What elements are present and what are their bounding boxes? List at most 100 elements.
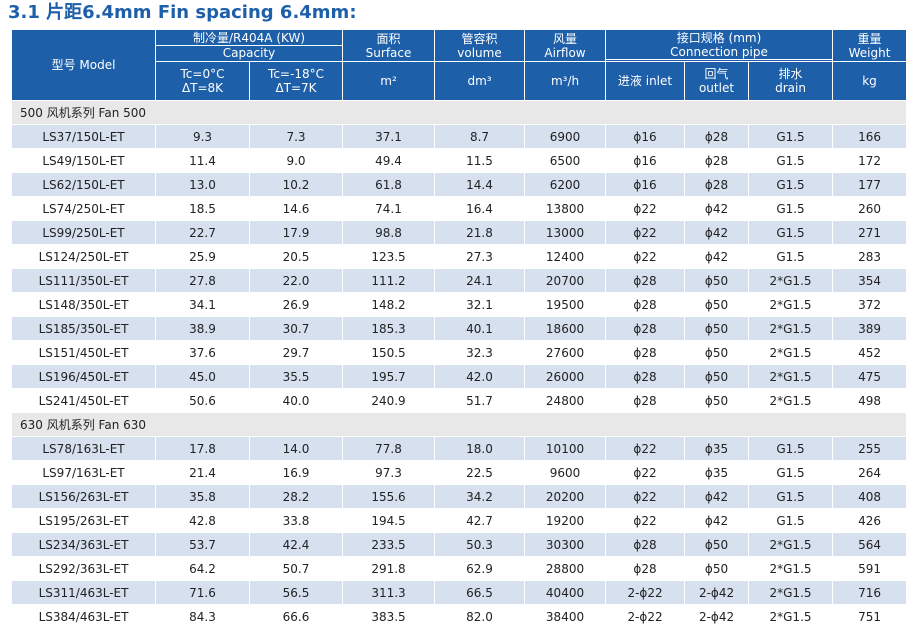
table-row: LS74/250L-ET 18.5 14.6 74.1 16.4 13800 ϕ22 ϕ42 G…: [11, 196, 908, 221]
cell-volume: 8.7: [434, 124, 526, 149]
cell-volume: 32.1: [434, 292, 526, 317]
header-volume-en: volume: [457, 45, 502, 60]
cell-weight: 564: [832, 532, 908, 557]
cell-surface: 240.9: [342, 388, 436, 413]
table-row: LS49/150L-ET 11.4 9.0 49.4 11.5 6500 ϕ16 ϕ28 G1.…: [11, 148, 908, 173]
cell-capacity-tc0: 22.7: [155, 220, 250, 245]
cell-outlet: ϕ35: [684, 436, 750, 461]
header-outlet-cn: 回气: [704, 67, 729, 81]
cell-inlet: ϕ28: [605, 292, 686, 317]
table-row: LS292/363L-ET 64.2 50.7 291.8 62.9 28800 ϕ28 ϕ5…: [11, 556, 908, 581]
cell-drain: G1.5: [748, 508, 834, 533]
cell-drain: G1.5: [748, 244, 834, 269]
cell-capacity-tc0: 84.3: [155, 604, 250, 629]
cell-volume: 32.3: [434, 340, 526, 365]
cell-inlet: ϕ22: [605, 484, 686, 509]
cell-capacity-tc0: 27.8: [155, 268, 250, 293]
cell-outlet: ϕ42: [684, 196, 750, 221]
table-row: LS124/250L-ET 25.9 20.5 123.5 27.3 12400 ϕ22 ϕ4…: [11, 244, 908, 269]
cell-airflow: 9600: [524, 460, 607, 485]
cell-capacity-tc0: 13.0: [155, 172, 250, 197]
cell-weight: 389: [832, 316, 908, 341]
cell-inlet: 2-ϕ22: [605, 580, 686, 605]
cell-weight: 498: [832, 388, 908, 413]
cell-volume: 42.7: [434, 508, 526, 533]
cell-drain: G1.5: [748, 172, 834, 197]
cell-surface: 150.5: [342, 340, 436, 365]
cell-surface: 74.1: [342, 196, 436, 221]
header-tc18: Tc=-18°C ΔT=7K: [248, 61, 344, 101]
cell-weight: 260: [832, 196, 908, 221]
cell-volume: 62.9: [434, 556, 526, 581]
cell-weight: 716: [832, 580, 908, 605]
cell-inlet: ϕ22: [605, 460, 686, 485]
cell-airflow: 27600: [524, 340, 607, 365]
cell-outlet: ϕ50: [684, 268, 750, 293]
cell-capacity-tc0: 37.6: [155, 340, 250, 365]
cell-model: LS49/150L-ET: [11, 148, 156, 173]
cell-airflow: 38400: [524, 604, 607, 629]
cell-weight: 408: [832, 484, 908, 509]
cell-capacity-tc18: 56.5: [248, 580, 344, 605]
table-row: LS148/350L-ET 34.1 26.9 148.2 32.1 19500 ϕ28 ϕ5…: [11, 292, 908, 317]
cell-capacity-tc18: 14.0: [248, 436, 344, 461]
cell-airflow: 18600: [524, 316, 607, 341]
table-row: LS311/463L-ET 71.6 56.5 311.3 66.5 40400 2-ϕ22…: [11, 580, 908, 605]
cell-airflow: 40400: [524, 580, 607, 605]
cell-outlet: ϕ50: [684, 388, 750, 413]
cell-surface: 123.5: [342, 244, 436, 269]
cell-capacity-tc0: 34.1: [155, 292, 250, 317]
cell-surface: 194.5: [342, 508, 436, 533]
cell-drain: 2*G1.5: [748, 388, 834, 413]
cell-inlet: ϕ22: [605, 508, 686, 533]
group-row: 630 风机系列 Fan 630: [10, 412, 908, 437]
cell-surface: 311.3: [342, 580, 436, 605]
cell-surface: 148.2: [342, 292, 436, 317]
header-outlet-en: outlet: [698, 81, 735, 95]
header-airflow: 风量 Airflow: [524, 29, 607, 62]
cell-inlet: ϕ28: [605, 556, 686, 581]
cell-outlet: ϕ42: [684, 244, 750, 269]
cell-weight: 166: [832, 124, 908, 149]
cell-capacity-tc18: 20.5: [248, 244, 344, 269]
table-row: LS111/350L-ET 27.8 22.0 111.2 24.1 20700 ϕ28 ϕ5…: [11, 268, 908, 293]
cell-drain: G1.5: [748, 220, 834, 245]
header-model: 型号 Model: [11, 29, 156, 101]
header-outlet: 回气 outlet: [684, 61, 750, 101]
cell-airflow: 30300: [524, 532, 607, 557]
cell-drain: 2*G1.5: [748, 532, 834, 557]
cell-outlet: ϕ42: [684, 508, 750, 533]
cell-weight: 283: [832, 244, 908, 269]
cell-airflow: 6200: [524, 172, 607, 197]
header-tc0-line1: Tc=0°C: [180, 67, 225, 81]
table-row: LS37/150L-ET 9.3 7.3 37.1 8.7 6900 ϕ16 ϕ28 G1.5 1…: [11, 124, 908, 149]
header-weight: 重量 Weight: [832, 29, 908, 62]
cell-capacity-tc18: 29.7: [248, 340, 344, 365]
spec-table: 型号 Model 制冷量/R404A (KW) Capacity 面积 Surf…: [10, 29, 908, 629]
cell-weight: 354: [832, 268, 908, 293]
cell-inlet: ϕ28: [605, 364, 686, 389]
cell-outlet: ϕ42: [684, 484, 750, 509]
cell-volume: 14.4: [434, 172, 526, 197]
cell-surface: 185.3: [342, 316, 436, 341]
cell-model: LS148/350L-ET: [11, 292, 156, 317]
header-drain-cn: 排水: [778, 67, 803, 81]
cell-drain: 2*G1.5: [748, 340, 834, 365]
header-airflow-en: Airflow: [544, 45, 586, 60]
cell-airflow: 24800: [524, 388, 607, 413]
cell-surface: 155.6: [342, 484, 436, 509]
cell-model: LS78/163L-ET: [11, 436, 156, 461]
cell-model: LS124/250L-ET: [11, 244, 156, 269]
cell-weight: 475: [832, 364, 908, 389]
cell-volume: 34.2: [434, 484, 526, 509]
cell-model: LS151/450L-ET: [11, 340, 156, 365]
cell-model: LS195/263L-ET: [11, 508, 156, 533]
header-volume-unit: dm³: [434, 61, 526, 101]
cell-surface: 195.7: [342, 364, 436, 389]
cell-airflow: 19500: [524, 292, 607, 317]
header-capacity-en: Capacity: [222, 46, 276, 60]
cell-model: LS156/263L-ET: [11, 484, 156, 509]
cell-airflow: 10100: [524, 436, 607, 461]
cell-inlet: ϕ28: [605, 340, 686, 365]
cell-capacity-tc0: 64.2: [155, 556, 250, 581]
